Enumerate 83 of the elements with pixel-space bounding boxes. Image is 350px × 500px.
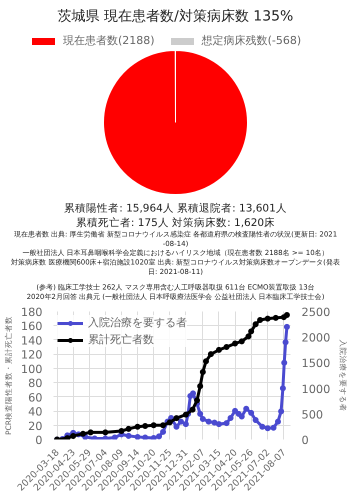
y-tick-label: 0: [35, 433, 43, 447]
point: [150, 422, 157, 428]
point: [284, 312, 290, 318]
y-tick-label: 180: [20, 305, 43, 319]
y2-tick-label: 1000: [302, 382, 330, 396]
point: [216, 346, 222, 353]
point: [257, 317, 264, 324]
point: [232, 340, 238, 346]
legend-label: 現在患者数(2188): [63, 33, 155, 48]
point: [274, 418, 281, 425]
point: [150, 434, 157, 440]
point: [80, 430, 86, 437]
point: [200, 416, 206, 422]
point: [224, 420, 230, 426]
point: [200, 368, 206, 375]
text: 累積陽性者: 15,964人 累積退院者: 13,601人: [64, 202, 287, 215]
point: [88, 429, 94, 436]
point: [224, 344, 230, 350]
y-tick-label: 160: [20, 319, 43, 334]
y-tick-label: 120: [20, 348, 43, 362]
point: [142, 422, 148, 429]
point: [142, 434, 148, 440]
y-tick-label: 20: [28, 418, 43, 433]
point: [194, 397, 200, 404]
point: [134, 434, 141, 440]
point: [112, 434, 118, 440]
point: [206, 418, 212, 425]
point: [280, 385, 286, 392]
point: [248, 410, 254, 416]
point: [182, 412, 189, 418]
y2-tick-label: 500: [302, 407, 324, 422]
point: [126, 426, 132, 432]
point: [284, 324, 290, 330]
y-tick-label: 100: [20, 362, 43, 376]
y2-tick-label: 1500: [302, 356, 330, 370]
y2-tick-label: 2500: [302, 305, 330, 319]
point: [282, 339, 289, 346]
point: [178, 418, 184, 425]
chart-title: 茨城県 現在患者数/対策病床数 135%: [58, 8, 294, 24]
y-tick-label: 140: [20, 333, 43, 348]
point: [190, 406, 196, 413]
point: [252, 417, 259, 424]
legend-label: 累計死亡者数: [88, 332, 154, 347]
point: [272, 314, 279, 321]
point: [126, 432, 132, 439]
y-tick-label: 60: [28, 390, 43, 404]
y-tick-label: 40: [28, 404, 43, 419]
point: [160, 428, 166, 435]
point: [211, 420, 218, 426]
point: [278, 408, 284, 414]
point: [232, 408, 238, 414]
point: [197, 410, 204, 417]
point: [173, 415, 180, 422]
y2-tick-label: 2000: [302, 330, 330, 345]
point: [245, 333, 252, 340]
point: [202, 358, 209, 364]
point: [252, 321, 259, 328]
point: [156, 433, 162, 440]
point: [238, 413, 245, 420]
legend-label: 想定病床残数(-568): [202, 33, 302, 48]
point: [238, 338, 245, 344]
y-tick-label: 80: [28, 376, 43, 390]
legend-label: 入院治療を要する者: [88, 315, 187, 330]
point: [270, 424, 277, 431]
point: [216, 421, 222, 428]
text: 累積死亡者: 175人 対策病床数: 1,620床: [76, 216, 276, 229]
point: [197, 383, 204, 390]
point: [102, 429, 108, 436]
point: [134, 424, 141, 430]
point: [259, 424, 266, 430]
point: [228, 415, 234, 421]
point: [118, 428, 124, 434]
point: [173, 424, 180, 430]
point: [70, 432, 76, 439]
point: [208, 351, 214, 358]
point: [243, 406, 250, 412]
point: [281, 360, 288, 366]
y2-tick-label: 0: [302, 433, 309, 447]
point: [160, 422, 166, 428]
point: [248, 328, 254, 334]
point: [182, 421, 189, 428]
point: [264, 425, 271, 432]
point: [264, 316, 271, 322]
